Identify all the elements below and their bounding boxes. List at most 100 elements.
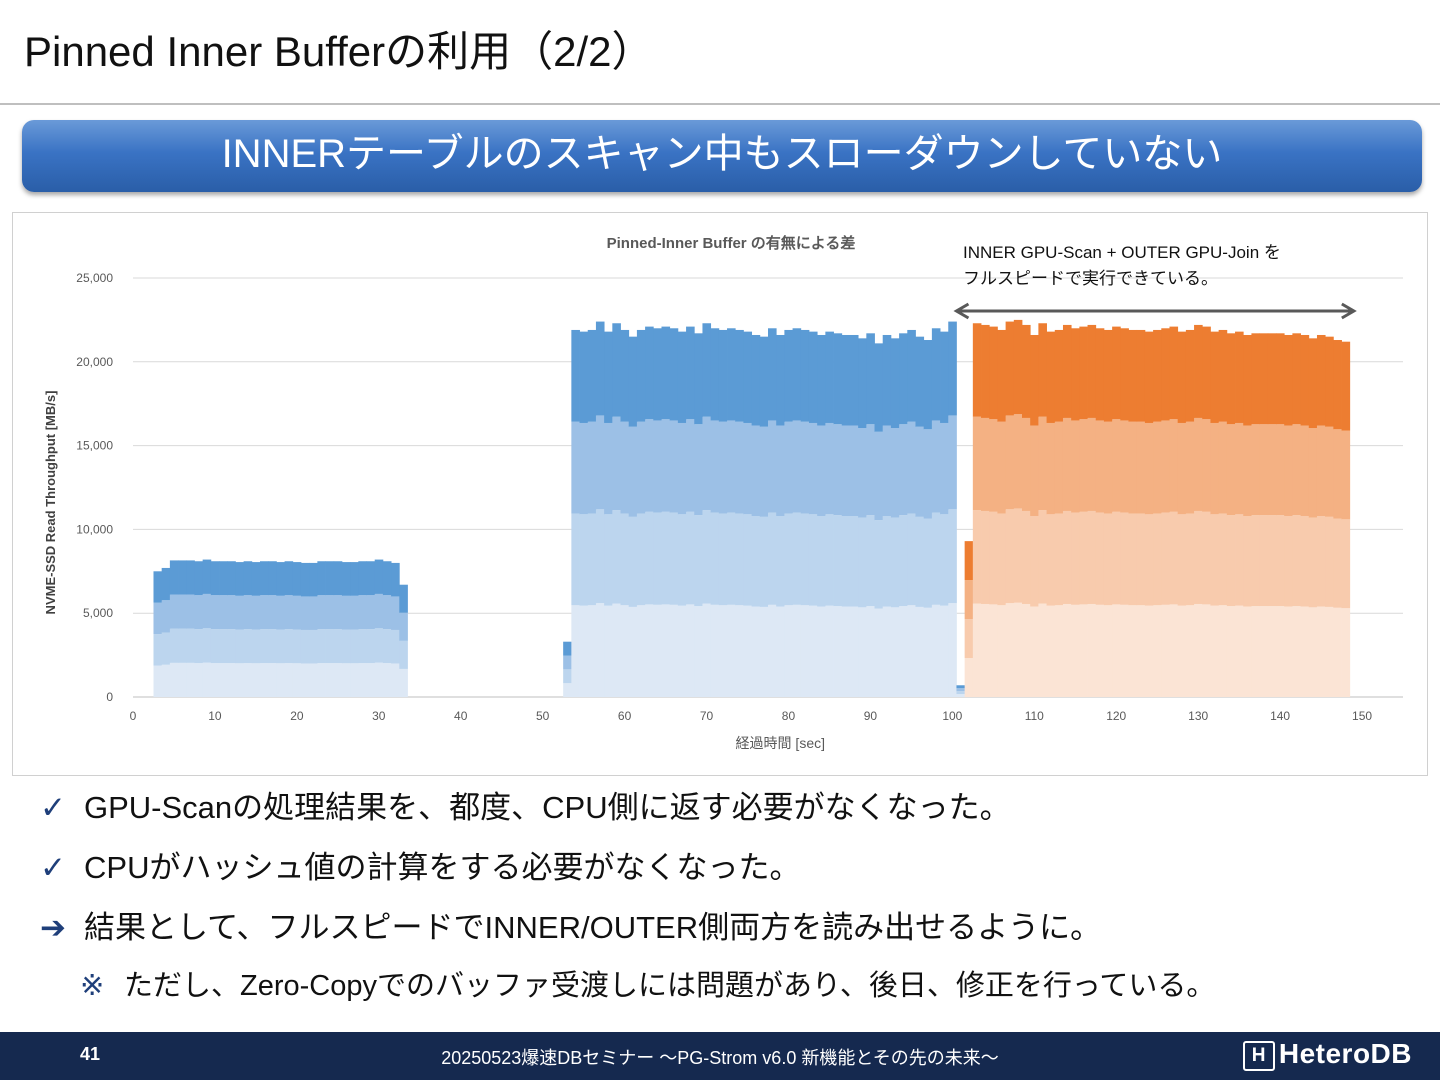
bar-blue-layer-1 bbox=[243, 663, 253, 697]
bar-blue-layer-1 bbox=[169, 662, 179, 697]
bar-orange-layer-3 bbox=[964, 580, 974, 620]
bar-orange-layer-4 bbox=[1185, 329, 1195, 422]
bar-blue-layer-4 bbox=[890, 338, 900, 429]
bar-blue-layer-4 bbox=[563, 641, 572, 656]
bar-blue-layer-2 bbox=[727, 512, 736, 605]
bar-orange-layer-3 bbox=[981, 417, 990, 511]
bar-orange-layer-4 bbox=[1341, 341, 1351, 431]
bar-orange-layer-2 bbox=[1243, 515, 1252, 607]
bar-blue-layer-3 bbox=[751, 425, 761, 516]
bar-blue-layer-3 bbox=[653, 420, 662, 513]
bar-orange-layer-3 bbox=[1243, 425, 1252, 516]
bar-blue-layer-2 bbox=[366, 629, 376, 664]
x-tick-label: 30 bbox=[372, 709, 386, 723]
x-tick-label: 130 bbox=[1188, 709, 1208, 723]
bar-blue-layer-2 bbox=[759, 516, 769, 607]
bar-orange-layer-3 bbox=[997, 421, 1007, 514]
title-divider bbox=[0, 103, 1440, 105]
bar-orange-layer-2 bbox=[1276, 515, 1285, 607]
bar-blue-layer-4 bbox=[243, 561, 253, 596]
bar-orange-layer-3 bbox=[1292, 424, 1301, 516]
bullet-text: 結果として、フルスピードでINNER/OUTER側両方を読み出せるように。 bbox=[84, 910, 1102, 945]
bar-orange-layer-2 bbox=[1005, 509, 1015, 604]
bar-orange-layer-4 bbox=[1169, 326, 1179, 420]
bar-blue-layer-2 bbox=[948, 509, 957, 604]
bar-orange-layer-1 bbox=[1136, 605, 1146, 697]
bar-blue-layer-3 bbox=[219, 595, 228, 630]
bar-blue-layer-2 bbox=[645, 511, 654, 605]
bar-blue-layer-1 bbox=[940, 605, 949, 697]
bar-blue-layer-4 bbox=[333, 561, 343, 596]
bar-blue-layer-1 bbox=[636, 605, 646, 697]
bar-blue-layer-4 bbox=[661, 326, 671, 420]
bar-orange-layer-4 bbox=[1005, 321, 1015, 416]
bar-blue-layer-2 bbox=[890, 517, 900, 608]
x-tick-label: 80 bbox=[782, 709, 796, 723]
bar-orange-layer-1 bbox=[1013, 602, 1023, 697]
bar-orange-layer-1 bbox=[1112, 604, 1121, 697]
bar-orange-layer-4 bbox=[1325, 336, 1334, 427]
bar-blue-layer-2 bbox=[817, 515, 826, 607]
bar-orange-layer-3 bbox=[1005, 415, 1015, 510]
bar-blue-layer-2 bbox=[792, 512, 802, 605]
bar-blue-layer-4 bbox=[186, 560, 195, 595]
bar-orange-layer-1 bbox=[1161, 604, 1170, 697]
bar-blue-layer-4 bbox=[759, 336, 769, 427]
bar-blue-layer-1 bbox=[743, 605, 753, 697]
bar-orange-layer-2 bbox=[1177, 514, 1187, 606]
bar-blue-layer-2 bbox=[276, 629, 285, 664]
bar-orange-layer-4 bbox=[1087, 324, 1097, 418]
bar-blue-layer-4 bbox=[325, 561, 335, 596]
bar-blue-layer-3 bbox=[907, 421, 916, 514]
bar-blue-layer-2 bbox=[915, 516, 925, 607]
arrow-right-icon: ➔ bbox=[40, 910, 66, 945]
bar-blue-layer-3 bbox=[587, 421, 597, 514]
bar-orange-layer-4 bbox=[1202, 326, 1211, 420]
bar-blue-layer-1 bbox=[849, 606, 859, 697]
bar-orange-layer-3 bbox=[1022, 417, 1031, 511]
bar-orange-layer-4 bbox=[1210, 331, 1220, 423]
bar-orange-layer-3 bbox=[989, 419, 998, 512]
bar-blue-layer-3 bbox=[202, 593, 212, 629]
bar-orange-layer-2 bbox=[997, 513, 1007, 606]
bar-orange-layer-2 bbox=[1259, 515, 1269, 607]
bar-orange-layer-3 bbox=[1161, 420, 1170, 513]
bar-blue-layer-1 bbox=[587, 605, 597, 697]
bar-orange-layer-1 bbox=[989, 604, 998, 697]
bar-orange-layer-4 bbox=[989, 326, 998, 420]
bar-blue-layer-3 bbox=[768, 420, 777, 513]
bar-blue-layer-4 bbox=[923, 340, 933, 430]
bar-orange-layer-2 bbox=[1046, 514, 1056, 606]
bar-blue-layer-1 bbox=[333, 663, 343, 697]
bar-blue-layer-1 bbox=[374, 662, 384, 697]
bar-orange-layer-4 bbox=[981, 324, 990, 418]
bar-orange-layer-4 bbox=[1284, 334, 1293, 426]
bar-orange-layer-2 bbox=[1308, 517, 1318, 608]
bar-blue-layer-3 bbox=[178, 594, 187, 629]
bar-blue-layer-4 bbox=[350, 562, 359, 596]
bar-blue-layer-4 bbox=[341, 562, 351, 596]
bar-orange-layer-1 bbox=[1292, 606, 1301, 697]
bar-blue-layer-2 bbox=[866, 515, 875, 607]
bar-blue-layer-2 bbox=[882, 515, 892, 607]
bar-blue-layer-3 bbox=[628, 426, 638, 517]
bar-orange-layer-4 bbox=[1136, 329, 1146, 422]
bar-blue-layer-4 bbox=[653, 328, 662, 421]
bar-orange-layer-2 bbox=[1022, 510, 1031, 604]
bar-orange-layer-3 bbox=[1169, 419, 1179, 512]
bar-orange-layer-2 bbox=[1169, 511, 1179, 605]
bar-blue-layer-4 bbox=[694, 333, 703, 425]
bar-blue-layer-4 bbox=[391, 562, 400, 597]
bar-orange-layer-4 bbox=[1054, 329, 1064, 422]
bar-blue-layer-3 bbox=[382, 595, 392, 630]
bar-blue-layer-3 bbox=[268, 595, 277, 630]
bar-orange-layer-2 bbox=[1300, 515, 1310, 607]
bar-orange-layer-4 bbox=[1046, 331, 1056, 423]
bar-blue-layer-2 bbox=[661, 511, 671, 605]
x-tick-label: 140 bbox=[1270, 709, 1290, 723]
bar-blue-layer-3 bbox=[366, 595, 376, 630]
bar-orange-layer-1 bbox=[1235, 605, 1244, 697]
bar-blue-layer-2 bbox=[669, 512, 679, 605]
bar-blue-layer-4 bbox=[219, 561, 228, 596]
bar-blue-layer-2 bbox=[628, 516, 638, 607]
